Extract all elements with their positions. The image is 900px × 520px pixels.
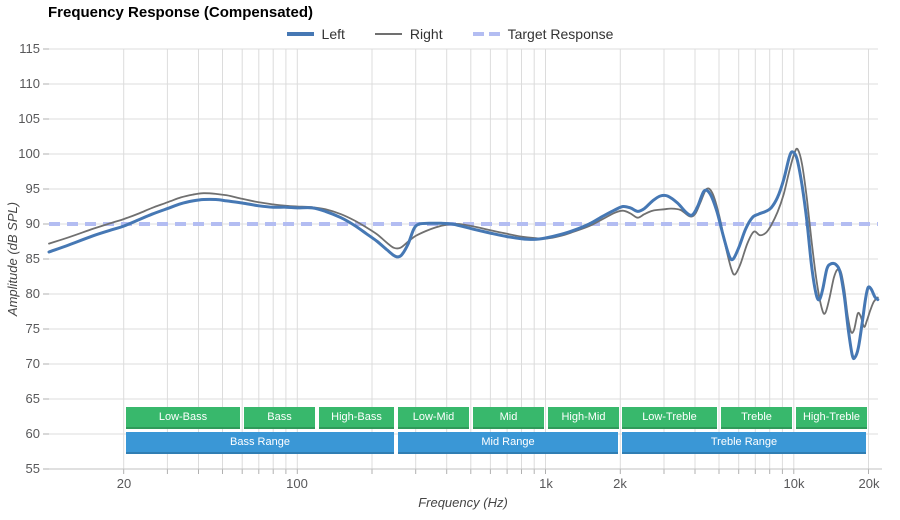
axis-lines-and-ticks [43,48,882,474]
left-curve [47,150,880,361]
x-axis-title: Frequency (Hz) [418,495,508,510]
chart-title: Frequency Response (Compensated) [48,4,314,21]
right-curve [48,147,879,334]
y-axis-title: Amplitude (dB SPL) [5,201,20,317]
response-curves [47,147,880,361]
gridlines [49,48,878,470]
